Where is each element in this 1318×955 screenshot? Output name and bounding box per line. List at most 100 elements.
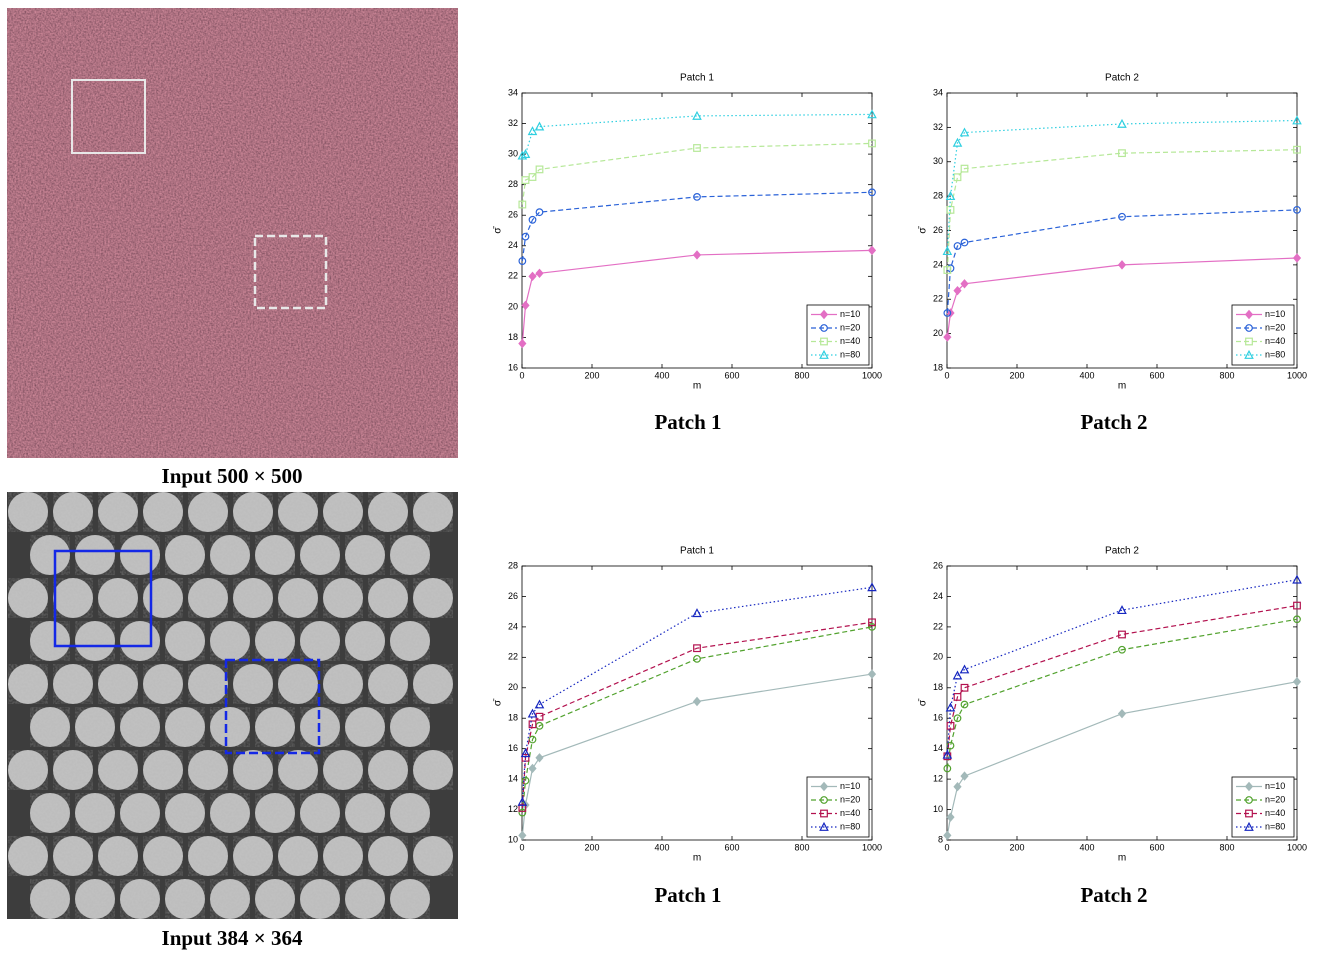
y-tick-label: 14 xyxy=(933,743,943,753)
y-tick-label: 16 xyxy=(508,743,518,753)
disc-texture xyxy=(323,750,363,790)
disc-texture xyxy=(75,879,115,919)
disc-texture xyxy=(75,793,115,833)
legend-label: n=80 xyxy=(1265,349,1285,359)
legend-label: n=80 xyxy=(840,349,860,359)
disc-texture xyxy=(255,535,295,575)
x-tick-label: 200 xyxy=(584,842,599,852)
legend-label: n=20 xyxy=(1265,322,1285,332)
x-axis-label: m xyxy=(1118,381,1126,392)
y-tick-label: 28 xyxy=(508,179,518,189)
x-tick-label: 400 xyxy=(1079,370,1094,380)
disc-texture xyxy=(53,750,93,790)
disc-texture xyxy=(255,793,295,833)
y-tick-label: 20 xyxy=(508,301,518,311)
y-tick-label: 26 xyxy=(508,210,518,220)
legend-label: n=40 xyxy=(840,336,860,346)
y-tick-label: 34 xyxy=(933,87,943,97)
disc-texture xyxy=(53,836,93,876)
y-tick-label: 16 xyxy=(508,362,518,372)
y-tick-label: 32 xyxy=(508,118,518,128)
x-tick-label: 600 xyxy=(724,370,739,380)
chart-caption: Patch 2 xyxy=(1080,883,1147,907)
y-tick-label: 12 xyxy=(508,804,518,814)
disc-texture xyxy=(233,492,273,532)
disc-texture xyxy=(120,535,160,575)
disc-texture xyxy=(120,793,160,833)
disc-texture xyxy=(8,578,48,618)
disc-texture xyxy=(390,879,430,919)
x-tick-label: 800 xyxy=(794,370,809,380)
disc-texture xyxy=(390,793,430,833)
disc-texture xyxy=(165,621,205,661)
disc-texture xyxy=(345,621,385,661)
y-tick-label: 34 xyxy=(508,87,518,97)
y-tick-label: 30 xyxy=(508,148,518,158)
disc-texture xyxy=(300,621,340,661)
y-tick-label: 22 xyxy=(508,271,518,281)
disc-texture xyxy=(278,836,318,876)
disc-texture xyxy=(143,750,183,790)
legend-label: n=20 xyxy=(1265,794,1285,804)
x-tick-label: 600 xyxy=(724,842,739,852)
y-tick-label: 20 xyxy=(508,682,518,692)
disc-texture xyxy=(210,793,250,833)
y-tick-label: 26 xyxy=(508,591,518,601)
legend-label: n=80 xyxy=(840,821,860,831)
disc-texture xyxy=(8,750,48,790)
y-tick-label: 30 xyxy=(933,156,943,166)
disc-texture xyxy=(368,750,408,790)
x-tick-label: 200 xyxy=(1009,842,1024,852)
x-tick-label: 800 xyxy=(1219,842,1234,852)
disc-texture xyxy=(233,836,273,876)
x-tick-label: 600 xyxy=(1149,370,1164,380)
legend-label: n=40 xyxy=(840,808,860,818)
disc-texture xyxy=(323,492,363,532)
y-tick-label: 14 xyxy=(508,773,518,783)
disc-texture xyxy=(143,492,183,532)
disc-texture xyxy=(98,750,138,790)
x-tick-label: 200 xyxy=(584,370,599,380)
x-tick-label: 600 xyxy=(1149,842,1164,852)
disc-texture xyxy=(188,492,228,532)
disc-texture xyxy=(8,836,48,876)
disc-texture xyxy=(413,664,453,704)
x-tick-label: 1000 xyxy=(862,842,882,852)
disc-texture xyxy=(75,707,115,747)
y-tick-label: 8 xyxy=(938,834,943,844)
disc-texture xyxy=(165,793,205,833)
disc-texture xyxy=(323,836,363,876)
legend-label: n=10 xyxy=(840,781,860,791)
chart-title: Patch 1 xyxy=(680,546,714,557)
disc-texture xyxy=(255,707,295,747)
x-tick-label: 800 xyxy=(794,842,809,852)
disc-texture xyxy=(345,535,385,575)
x-tick-label: 400 xyxy=(1079,842,1094,852)
disc-texture xyxy=(413,492,453,532)
disc-texture xyxy=(323,578,363,618)
x-axis-label: m xyxy=(693,853,701,864)
disc-texture xyxy=(98,492,138,532)
disc-texture xyxy=(233,750,273,790)
disc-texture xyxy=(368,836,408,876)
legend-label: n=80 xyxy=(1265,821,1285,831)
disc-texture xyxy=(75,535,115,575)
y-tick-label: 18 xyxy=(933,362,943,372)
image-caption: Input 384 × 364 xyxy=(162,926,303,950)
disc-texture xyxy=(30,621,70,661)
image-caption: Input 500 × 500 xyxy=(162,464,303,488)
x-tick-label: 1000 xyxy=(862,370,882,380)
y-tick-label: 22 xyxy=(933,621,943,631)
chart-title: Patch 2 xyxy=(1105,546,1139,557)
disc-texture xyxy=(413,750,453,790)
disc-texture xyxy=(30,707,70,747)
legend-label: n=20 xyxy=(840,322,860,332)
disc-texture xyxy=(413,578,453,618)
disc-texture xyxy=(120,879,160,919)
disc-texture xyxy=(143,664,183,704)
disc-texture xyxy=(390,535,430,575)
disc-texture xyxy=(233,664,273,704)
chart-caption: Patch 1 xyxy=(654,883,721,907)
y-tick-label: 16 xyxy=(933,713,943,723)
x-tick-label: 0 xyxy=(519,842,524,852)
